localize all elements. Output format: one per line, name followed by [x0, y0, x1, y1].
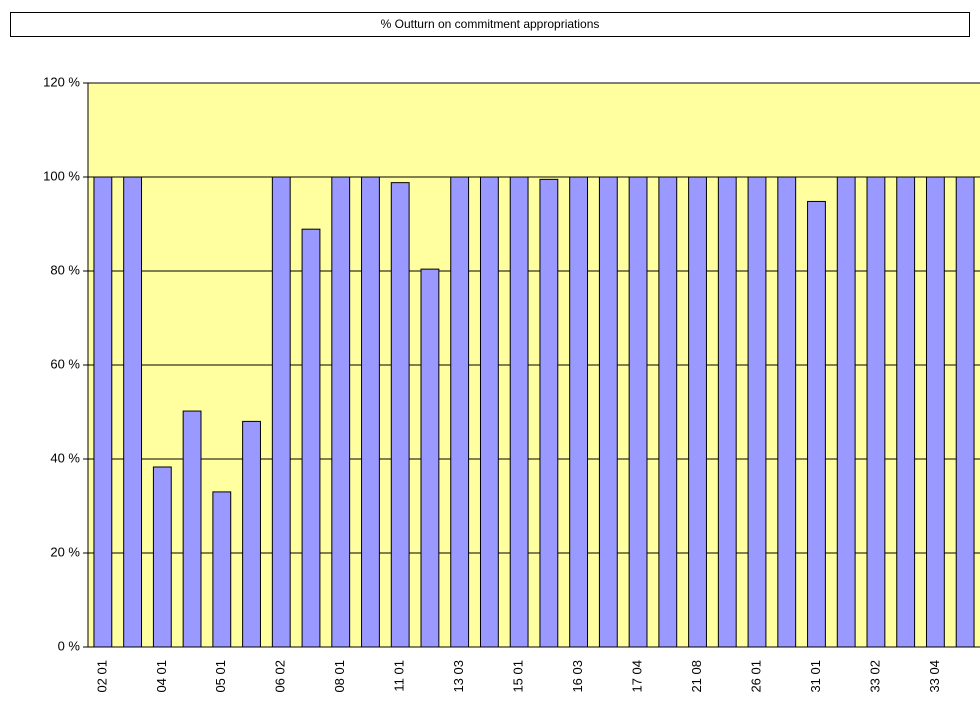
bar — [93, 176, 113, 648]
x-tick-label: 04 01 — [154, 660, 169, 693]
bar — [271, 176, 291, 648]
bar — [301, 228, 321, 648]
bar — [925, 176, 945, 648]
bar — [836, 176, 856, 648]
x-tick-label: 11 01 — [392, 660, 407, 692]
bar — [509, 176, 529, 648]
bar — [361, 176, 380, 648]
x-tick-label: 16 03 — [570, 660, 585, 693]
y-tick-label: 20 % — [50, 544, 80, 559]
title-box — [10, 12, 970, 37]
bar — [896, 176, 916, 648]
bar — [212, 491, 232, 648]
bar — [390, 182, 410, 648]
bar — [569, 176, 589, 648]
y-tick-label: 60 % — [50, 356, 80, 371]
bar — [331, 176, 351, 648]
y-tick-label: 80 % — [50, 262, 80, 277]
bar — [717, 176, 737, 648]
x-tick-label: 17 04 — [630, 660, 645, 693]
bar — [777, 176, 797, 648]
bar — [152, 466, 172, 648]
chart-title: % Outturn on commitment appropriations — [381, 17, 600, 31]
bar — [688, 176, 707, 648]
x-tick-label: 02 01 — [94, 660, 109, 693]
bar — [955, 176, 975, 648]
x-tick-label: 33 04 — [927, 660, 942, 693]
y-tick-label: 120 % — [43, 74, 80, 89]
x-tick-label: 08 01 — [332, 660, 347, 693]
bar — [420, 268, 440, 648]
y-tick-label: 100 % — [43, 168, 80, 183]
bar — [539, 178, 559, 648]
bar — [598, 176, 618, 648]
y-tick-label: 0 % — [58, 638, 81, 653]
x-tick-label: 13 03 — [451, 660, 466, 693]
bar — [479, 176, 499, 648]
bar — [123, 176, 143, 648]
bar — [628, 176, 648, 648]
bar — [450, 176, 470, 648]
x-tick-label: 21 08 — [689, 660, 704, 693]
bar — [747, 176, 767, 648]
bar — [182, 410, 202, 648]
bar — [658, 176, 678, 648]
x-tick-label: 15 01 — [511, 660, 526, 693]
bar — [807, 200, 826, 648]
x-tick-label: 06 02 — [273, 660, 288, 693]
x-tick-label: 33 02 — [867, 660, 882, 693]
x-tick-label: 31 01 — [808, 660, 823, 693]
x-tick-label: 05 01 — [213, 660, 228, 693]
y-tick-label: 40 % — [50, 450, 80, 465]
bar — [866, 176, 886, 648]
x-tick-label: 26 01 — [748, 660, 763, 693]
bar — [242, 420, 261, 648]
